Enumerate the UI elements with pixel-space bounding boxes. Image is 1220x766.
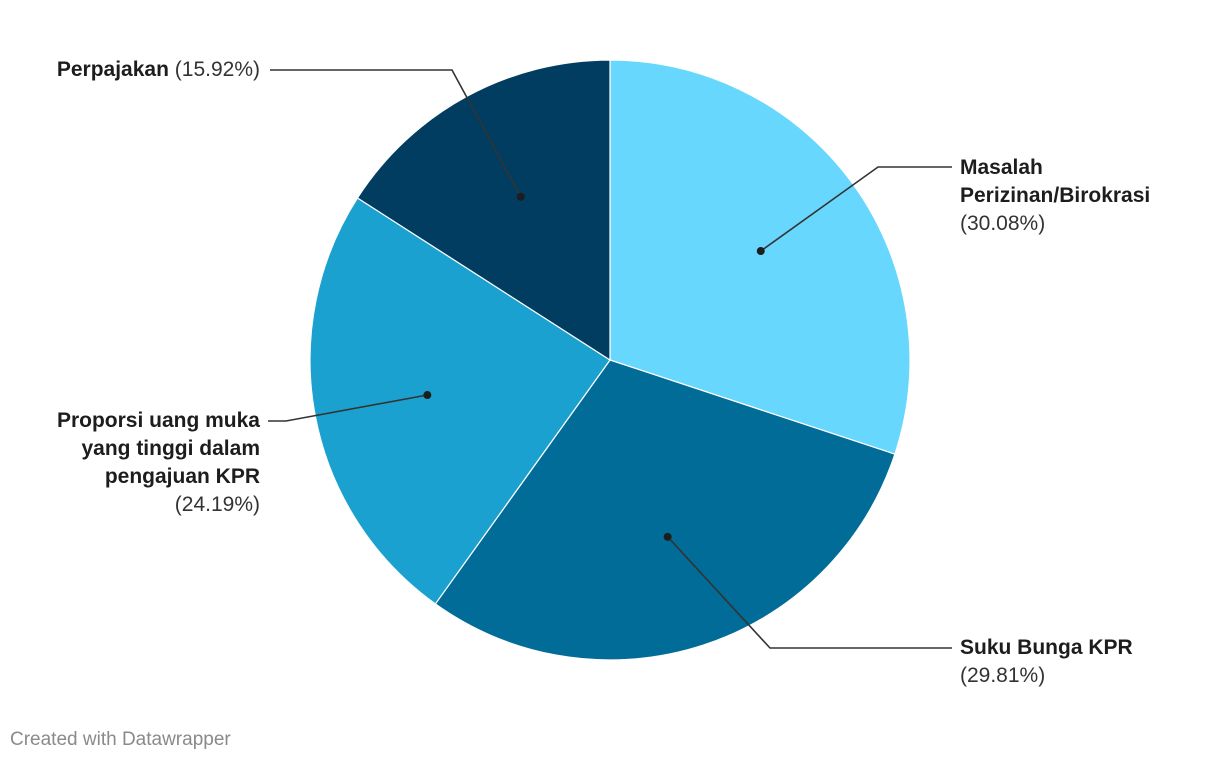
leader-dot (756, 247, 765, 256)
pie-slice (434, 359, 896, 661)
leader-dot (423, 391, 432, 400)
label-suku-bunga: Suku Bunga KPR (29.81%) (960, 634, 1133, 690)
label-proporsi-uang-muka: Proporsi uang muka yang tinggi dalam pen… (57, 407, 260, 519)
leader-dot (516, 192, 525, 201)
slice-name-line: Perizinan/Birokrasi (960, 184, 1151, 207)
slice-name-line: Masalah (960, 156, 1043, 179)
leader-line (760, 166, 952, 252)
leader-line (270, 69, 522, 198)
credit-text: Created with Datawrapper (10, 729, 231, 750)
slice-percent: (30.08%) (960, 212, 1046, 235)
leader-line (667, 536, 952, 649)
slice-name-line: Perpajakan (56, 58, 169, 81)
pie-slice (309, 197, 611, 605)
slice-name-line: Proporsi uang muka (56, 409, 260, 432)
leader-line (268, 394, 428, 422)
label-masalah-perizinan: Masalah Perizinan/Birokrasi (30.08%) (960, 154, 1150, 238)
slice-percent: (29.81%) (960, 664, 1046, 687)
label-perpajakan: Perpajakan (15.92%) (57, 56, 260, 84)
slice-percent: (15.92%) (174, 58, 260, 81)
slice-name-line: Suku Bunga KPR (960, 636, 1133, 659)
slice-name-line: pengajuan KPR (104, 465, 260, 488)
leader-dot (663, 532, 672, 541)
slice-percent: (24.19%) (174, 493, 260, 516)
slice-name-line: yang tinggi dalam (81, 437, 260, 460)
